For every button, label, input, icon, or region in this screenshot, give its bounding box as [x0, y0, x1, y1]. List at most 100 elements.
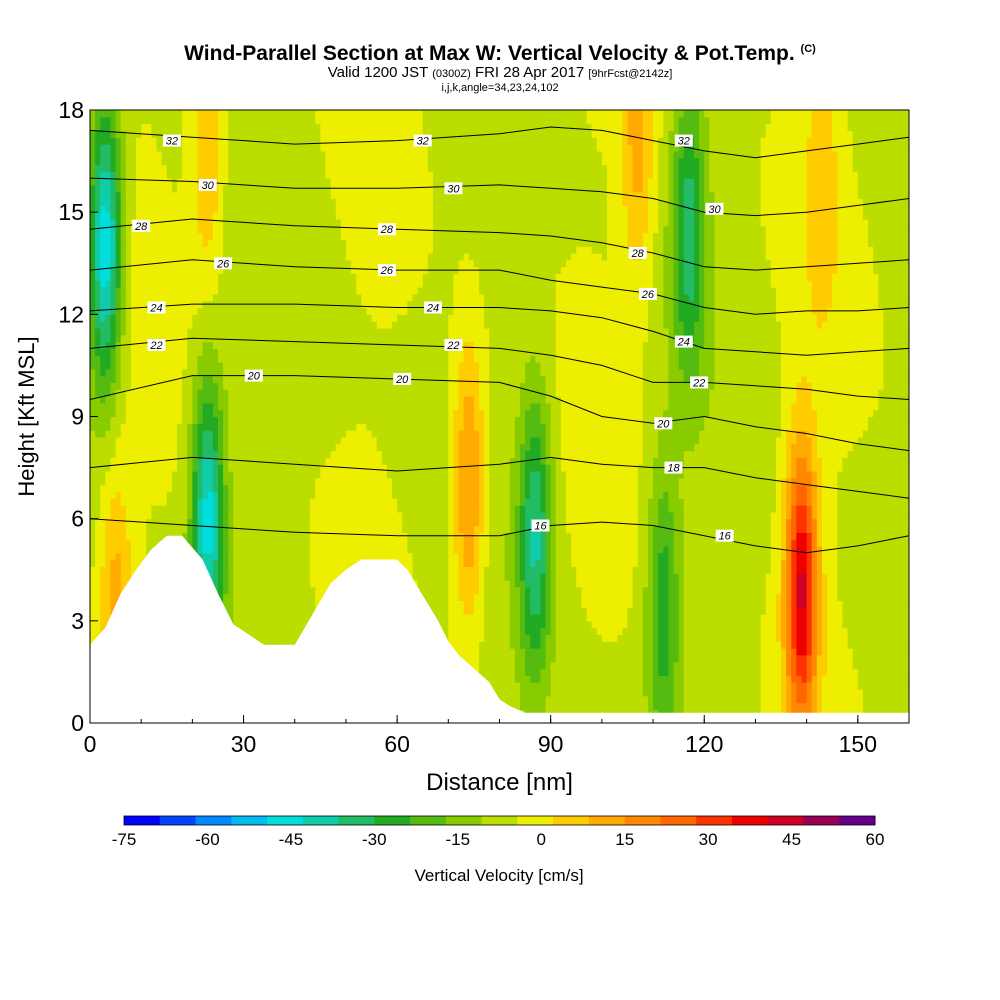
- velocity-cell: [366, 505, 373, 513]
- velocity-cell: [141, 150, 147, 159]
- velocity-cell: [315, 164, 321, 172]
- velocity-cell: [274, 491, 280, 499]
- velocity-cell: [182, 137, 188, 145]
- velocity-cell: [340, 545, 347, 554]
- velocity-cell: [325, 205, 332, 213]
- velocity-cell: [171, 470, 178, 479]
- velocity-cell: [95, 130, 101, 138]
- velocity-cell: [330, 239, 337, 247]
- velocity-cell: [294, 498, 301, 506]
- velocity-cell: [161, 123, 168, 132]
- velocity-cell: [182, 164, 188, 172]
- velocity-cell: [212, 382, 219, 390]
- velocity-cell: [248, 470, 255, 479]
- velocity-cell: [304, 593, 311, 601]
- velocity-cell: [177, 457, 183, 465]
- velocity-cell: [110, 280, 117, 288]
- velocity-cell: [217, 314, 224, 322]
- velocity-cell: [330, 178, 337, 186]
- velocity-cell: [274, 198, 280, 206]
- velocity-cell: [279, 246, 286, 254]
- velocity-cell: [253, 620, 260, 629]
- velocity-cell: [279, 593, 286, 601]
- velocity-cell: [151, 178, 158, 186]
- velocity-cell: [325, 287, 332, 295]
- velocity-cell: [351, 259, 357, 268]
- velocity-cell: [243, 559, 250, 567]
- valid-prefix: Valid 1200 JST: [327, 64, 429, 81]
- velocity-cell: [187, 293, 193, 302]
- velocity-cell: [238, 430, 245, 438]
- velocity-cell: [136, 191, 142, 200]
- velocity-cell: [166, 164, 173, 172]
- velocity-cell: [105, 362, 112, 370]
- velocity-cell: [248, 184, 255, 193]
- velocity-cell: [269, 273, 275, 281]
- velocity-cell: [335, 130, 342, 138]
- velocity-cell: [166, 450, 173, 458]
- velocity-cell: [105, 545, 112, 554]
- velocity-cell: [248, 402, 255, 411]
- velocity-cell: [274, 600, 280, 608]
- velocity-cell: [351, 477, 357, 486]
- velocity-cell: [177, 511, 183, 520]
- velocity-cell: [330, 327, 337, 336]
- velocity-cell: [146, 348, 153, 356]
- velocity-cell: [110, 150, 117, 159]
- velocity-cell: [269, 368, 275, 377]
- velocity-cell: [356, 457, 362, 465]
- velocity-cell: [330, 457, 337, 465]
- velocity-cell: [253, 225, 260, 234]
- velocity-cell: [90, 402, 96, 411]
- velocity-cell: [177, 280, 183, 288]
- velocity-cell: [136, 484, 142, 493]
- velocity-cell: [217, 232, 224, 241]
- velocity-cell: [130, 144, 137, 152]
- velocity-cell: [228, 355, 234, 363]
- velocity-cell: [166, 287, 173, 295]
- velocity-cell: [279, 436, 286, 445]
- velocity-cell: [130, 368, 137, 377]
- velocity-cell: [264, 382, 270, 390]
- velocity-cell: [161, 518, 168, 527]
- velocity-cell: [125, 198, 132, 206]
- velocity-cell: [248, 443, 255, 452]
- velocity-cell: [177, 144, 183, 152]
- velocity-cell: [105, 614, 112, 622]
- chart-title-line: Wind-Parallel Section at Max W: Vertical…: [0, 38, 1000, 65]
- velocity-cell: [105, 498, 112, 506]
- velocity-cell: [156, 436, 163, 445]
- velocity-cell: [340, 273, 347, 281]
- velocity-cell: [120, 505, 127, 513]
- velocity-cell: [95, 593, 101, 601]
- velocity-cell: [304, 416, 311, 424]
- velocity-cell: [264, 273, 270, 281]
- velocity-cell: [284, 232, 291, 241]
- velocity-cell: [304, 178, 311, 186]
- velocity-cell: [269, 253, 275, 261]
- velocity-cell: [130, 300, 137, 309]
- velocity-cell: [351, 280, 357, 288]
- velocity-cell: [171, 430, 178, 438]
- velocity-cell: [166, 518, 173, 527]
- velocity-cell: [151, 498, 158, 506]
- velocity-cell: [120, 293, 127, 302]
- velocity-cell: [351, 287, 357, 295]
- velocity-cell: [182, 362, 188, 370]
- velocity-cell: [258, 205, 265, 213]
- velocity-cell: [156, 164, 163, 172]
- velocity-cell: [228, 430, 234, 438]
- velocity-cell: [274, 307, 280, 315]
- velocity-cell: [120, 484, 127, 493]
- velocity-cell: [310, 164, 316, 172]
- velocity-cell: [100, 443, 106, 452]
- velocity-cell: [192, 150, 199, 159]
- velocity-cell: [95, 498, 101, 506]
- velocity-cell: [161, 402, 168, 411]
- velocity-cell: [110, 307, 117, 315]
- velocity-cell: [315, 532, 321, 540]
- velocity-cell: [356, 443, 362, 452]
- velocity-cell: [171, 382, 178, 390]
- velocity-cell: [253, 178, 260, 186]
- velocity-cell: [171, 205, 178, 213]
